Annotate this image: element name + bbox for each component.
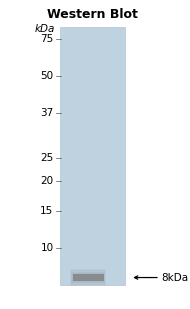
Bar bbox=[72, 273, 104, 282]
Bar bbox=[70, 269, 106, 286]
Text: kDa: kDa bbox=[35, 24, 55, 34]
Text: 10: 10 bbox=[40, 243, 54, 253]
Bar bbox=[71, 272, 105, 283]
Text: 8kDa: 8kDa bbox=[161, 273, 188, 282]
Text: 20: 20 bbox=[40, 176, 54, 186]
Text: 75: 75 bbox=[40, 34, 54, 44]
Bar bbox=[71, 270, 105, 285]
Text: 50: 50 bbox=[40, 71, 54, 81]
Text: 25: 25 bbox=[40, 153, 54, 163]
Text: Western Blot: Western Blot bbox=[47, 8, 138, 21]
Text: 37: 37 bbox=[40, 108, 54, 118]
Text: 15: 15 bbox=[40, 206, 54, 216]
Bar bbox=[60, 27, 125, 285]
Bar bbox=[73, 274, 104, 281]
